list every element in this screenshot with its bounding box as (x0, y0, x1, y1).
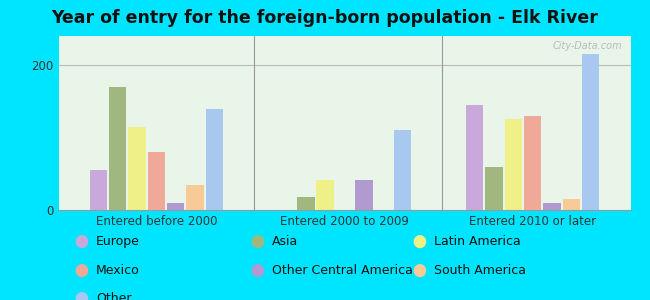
Bar (466, 105, 484, 210)
Bar (148, 152, 165, 210)
Bar (524, 116, 541, 210)
Bar (486, 167, 502, 210)
Text: Europe: Europe (96, 235, 140, 248)
Text: Asia: Asia (272, 235, 298, 248)
Text: ⬤: ⬤ (413, 263, 427, 277)
Text: ⬤: ⬤ (250, 263, 265, 277)
Text: Mexico: Mexico (96, 263, 140, 277)
Bar (504, 119, 522, 210)
Bar (109, 87, 126, 210)
Text: ⬤: ⬤ (75, 263, 89, 277)
Text: ⬤: ⬤ (75, 235, 89, 248)
Bar (167, 203, 185, 210)
Bar (317, 179, 334, 210)
Text: City-Data.com: City-Data.com (552, 41, 622, 51)
Bar (563, 199, 580, 210)
Text: ⬤: ⬤ (250, 235, 265, 248)
Bar (187, 184, 203, 210)
Text: Latin America: Latin America (434, 235, 521, 248)
Text: Other: Other (96, 292, 132, 300)
Bar (582, 54, 599, 210)
Text: Year of entry for the foreign-born population - Elk River: Year of entry for the foreign-born popul… (51, 9, 599, 27)
Bar (543, 203, 561, 210)
Bar (355, 179, 372, 210)
Bar (128, 127, 146, 210)
Text: Other Central America: Other Central America (272, 263, 413, 277)
Bar (205, 109, 223, 210)
Text: ⬤: ⬤ (75, 292, 89, 300)
Text: ⬤: ⬤ (413, 235, 427, 248)
Bar (394, 130, 411, 210)
Bar (90, 170, 107, 210)
Bar (297, 197, 315, 210)
Text: South America: South America (434, 263, 526, 277)
